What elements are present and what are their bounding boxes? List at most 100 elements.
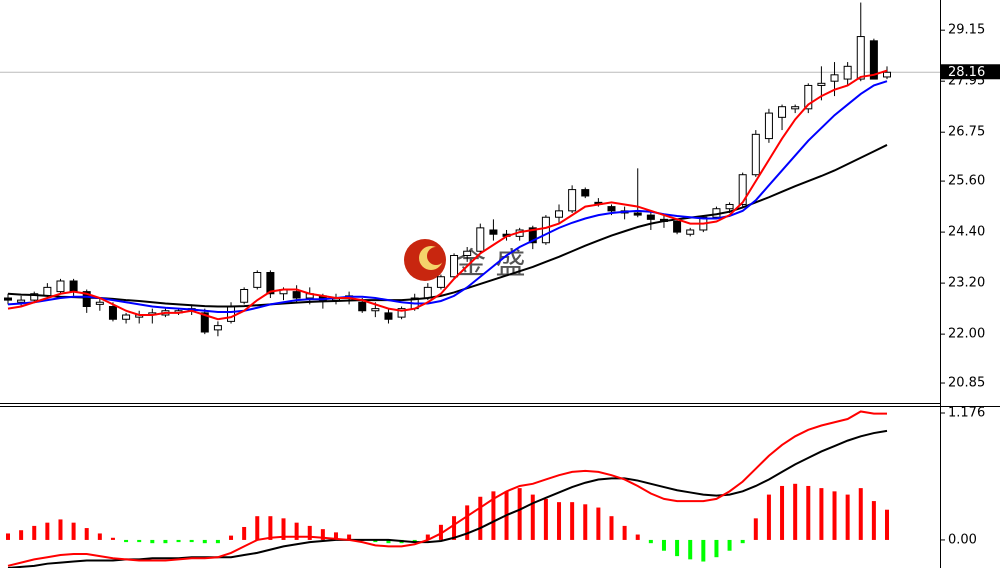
y-tick-label: 0.00 xyxy=(948,532,977,547)
macd-bar xyxy=(307,525,312,540)
macd-bar xyxy=(137,539,142,543)
candle-body xyxy=(817,82,826,86)
candle-body xyxy=(778,106,787,118)
candle-body xyxy=(673,220,682,233)
macd-bar xyxy=(71,522,76,540)
line-series xyxy=(7,80,888,314)
macd-bar xyxy=(478,496,483,540)
macd-bar xyxy=(202,539,207,544)
macd-bar xyxy=(766,494,771,540)
macd-bar xyxy=(557,502,562,540)
line-series xyxy=(7,69,888,321)
candle-body xyxy=(423,286,432,299)
candle-body xyxy=(555,210,564,218)
macd-bar xyxy=(635,534,640,540)
candle-body xyxy=(384,312,393,320)
macd-bar xyxy=(58,519,63,540)
macd-bar xyxy=(176,539,181,543)
macd-bar xyxy=(806,485,811,540)
candle-body xyxy=(266,271,275,295)
macd-bar xyxy=(268,516,273,540)
candle-body xyxy=(830,74,839,82)
macd-bar xyxy=(215,539,220,544)
candle-body xyxy=(791,106,800,110)
candle-body xyxy=(200,312,209,333)
macd-bar xyxy=(530,494,535,540)
line-series xyxy=(7,429,888,568)
candle-body xyxy=(82,291,91,308)
candle-body xyxy=(95,301,104,305)
macd-bar xyxy=(333,532,338,540)
candle-body xyxy=(738,174,747,205)
macd-bar xyxy=(189,539,194,543)
macd-bar xyxy=(793,483,798,540)
macd-bar xyxy=(281,518,286,540)
macd-bar xyxy=(373,539,378,543)
line-series xyxy=(7,144,888,308)
macd-bar xyxy=(714,539,719,558)
candle-body xyxy=(292,291,301,299)
y-tick-label: 20.85 xyxy=(948,376,985,391)
macd-bar xyxy=(386,539,391,544)
candle-body xyxy=(463,250,472,256)
candle-body xyxy=(541,216,550,244)
macd-bar xyxy=(648,539,653,544)
macd-bar xyxy=(452,516,457,540)
macd-bar xyxy=(583,504,588,540)
candle-body xyxy=(764,112,773,140)
candle-body xyxy=(646,214,655,220)
macd-bar xyxy=(32,525,37,540)
candle-body xyxy=(528,227,537,244)
candle-body xyxy=(227,306,236,322)
macd-bar xyxy=(294,522,299,540)
macd-bar xyxy=(517,488,522,540)
y-tick-label: 23.20 xyxy=(948,276,985,291)
macd-bar xyxy=(320,529,325,540)
candle-body xyxy=(633,212,642,216)
macd-bar xyxy=(45,522,50,540)
macd-bar xyxy=(688,539,693,560)
macd-bar xyxy=(110,537,115,540)
y-tick-label: 22.00 xyxy=(948,327,985,342)
macd-bar xyxy=(740,539,745,544)
candle-body xyxy=(869,40,878,80)
candle-body xyxy=(436,276,445,288)
macd-bar xyxy=(150,539,155,544)
candle-body xyxy=(476,227,485,252)
macd-bar xyxy=(19,530,24,540)
candle-body xyxy=(30,293,39,301)
macd-bar xyxy=(347,534,352,540)
macd-bar xyxy=(84,528,89,540)
candle-body xyxy=(843,65,852,80)
line-series xyxy=(7,410,887,567)
candle-body xyxy=(489,229,498,235)
macd-bar xyxy=(596,507,601,540)
candle-body xyxy=(883,71,891,78)
candle-body xyxy=(371,308,380,312)
macd-bar xyxy=(858,488,863,540)
candle-body xyxy=(397,308,406,318)
macd-bar xyxy=(543,498,548,540)
candle-body xyxy=(253,271,262,288)
macd-bar xyxy=(242,526,247,540)
macd-bar xyxy=(780,485,785,540)
last-price-box xyxy=(941,64,1000,80)
macd-bar xyxy=(885,509,889,540)
candle-body xyxy=(108,306,117,320)
macd-bar xyxy=(465,505,470,540)
candle-body xyxy=(450,254,459,278)
candle-body xyxy=(358,301,367,312)
y-tick-label: 24.40 xyxy=(948,225,985,240)
candle-body xyxy=(69,280,78,293)
candle-body xyxy=(4,297,12,301)
candle-body xyxy=(856,36,865,80)
macd-bar xyxy=(701,539,706,562)
y-tick-label: 29.15 xyxy=(948,23,985,38)
macd-bar xyxy=(6,533,10,540)
macd-bar xyxy=(570,502,575,540)
candle-body xyxy=(581,189,590,197)
macd-bar xyxy=(819,488,824,540)
y-tick-label: 25.60 xyxy=(948,174,985,189)
y-tick-label: 26.75 xyxy=(948,125,985,140)
macd-bar xyxy=(163,539,168,544)
